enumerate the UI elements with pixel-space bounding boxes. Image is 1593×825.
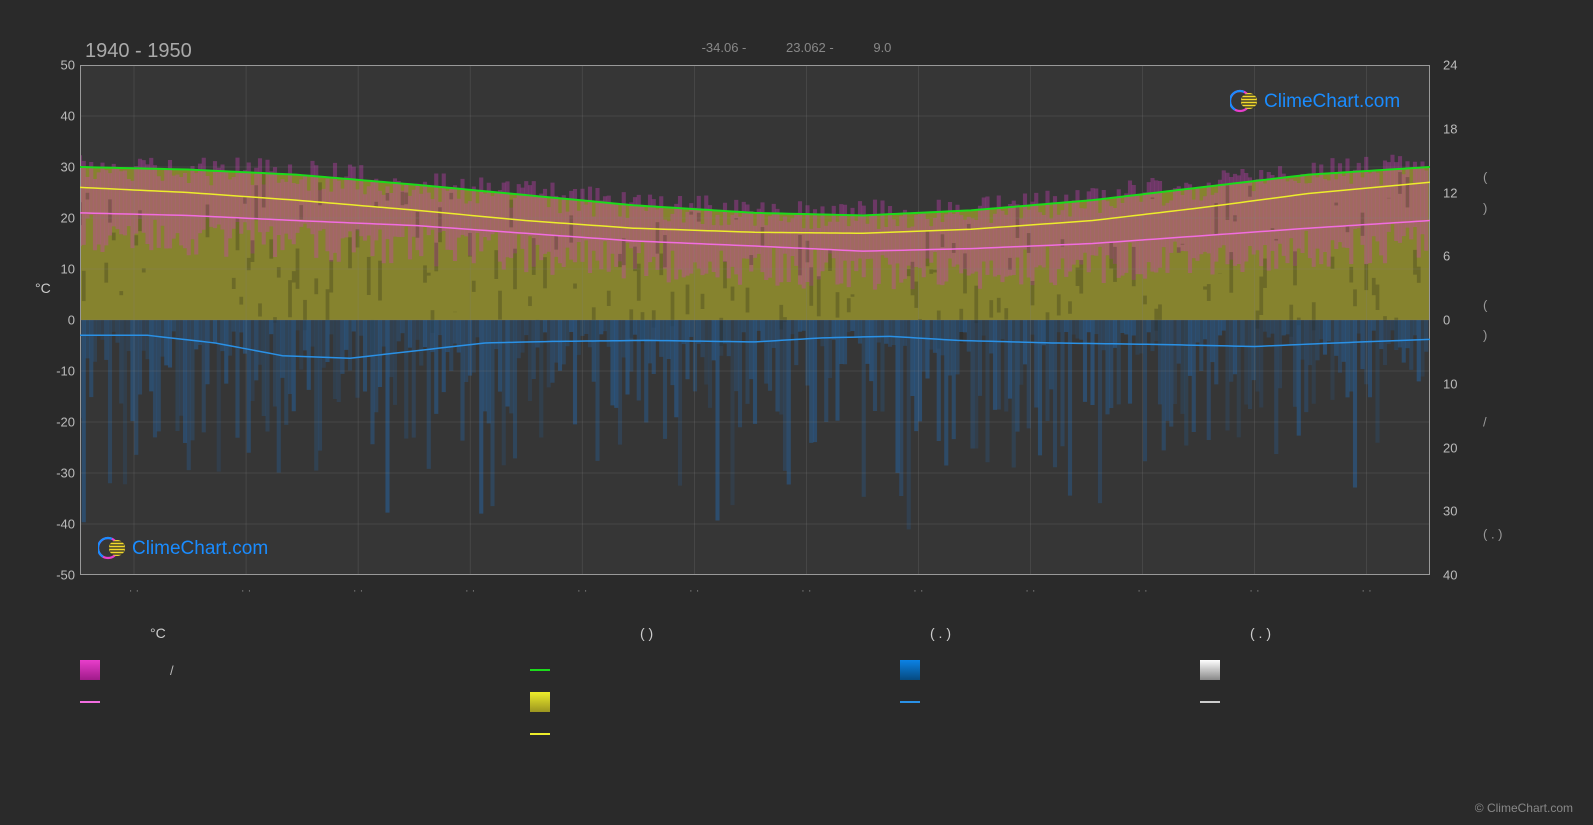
watermark-bottom: ClimeChart.com (98, 535, 268, 563)
coordinates: -34.06 - 23.062 - 9.0 (0, 40, 1593, 55)
chart-svg (80, 65, 1430, 575)
watermark-top: ClimeChart.com (1230, 88, 1400, 116)
elevation: 9.0 (873, 40, 891, 55)
x-axis-ticks: · ·· ·· ·· ·· ·· ·· ·· ·· ·· ·· ·· · (80, 585, 1430, 605)
legend: °C( )( . )( . ) / (80, 625, 1480, 739)
copyright: © ClimeChart.com (1475, 801, 1573, 815)
legend-body: / (80, 659, 1480, 739)
chart-plot-area: ClimeChart.com ClimeChart.com (80, 65, 1430, 575)
latitude: -34.06 - (702, 40, 747, 55)
legend-header: °C( )( . )( . ) (80, 625, 1480, 647)
y-axis-right-ticks: 2418126010203040 (1443, 65, 1473, 575)
longitude: 23.062 - (786, 40, 834, 55)
y-axis-right-side-labels: ()()/( . ) (1483, 65, 1533, 575)
y-axis-left-ticks: 50403020100-10-20-30-40-50 (45, 65, 75, 575)
